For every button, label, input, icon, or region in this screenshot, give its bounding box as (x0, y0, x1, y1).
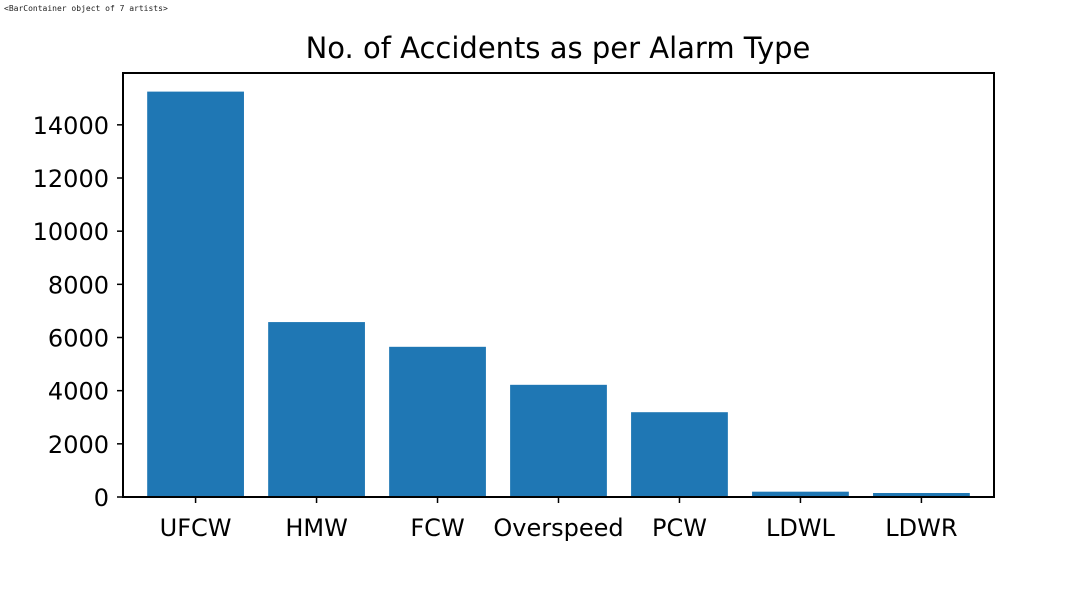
bar-ldwr (873, 493, 970, 497)
x-tick-label: UFCW (160, 514, 232, 542)
x-tick-label: PCW (652, 514, 707, 542)
plot-frame (122, 72, 995, 498)
bar-ldwl (752, 491, 849, 497)
y-tick-label: 10000 (33, 218, 109, 246)
bars-group (147, 91, 970, 498)
x-tick-label: HMW (285, 514, 347, 542)
x-tick-label: LDWR (885, 514, 957, 542)
bar-pcw (631, 412, 728, 497)
y-tick-label: 0 (94, 484, 109, 512)
x-axis-ticks: UFCW HMW FCW Overspeed PCW LDWL LDWR (160, 497, 958, 542)
y-tick-label: 6000 (48, 325, 109, 353)
x-tick-label: Overspeed (493, 514, 623, 542)
x-tick-label: LDWL (766, 514, 836, 542)
x-tick-label: FCW (410, 514, 464, 542)
bar-fcw (389, 346, 486, 497)
bar-ufcw (147, 91, 244, 498)
y-tick-label: 12000 (33, 165, 109, 193)
y-tick-label: 14000 (33, 112, 109, 140)
console-output: <BarContainer object of 7 artists> (4, 4, 168, 13)
bar-hmw (268, 322, 365, 497)
bar-overspeed (510, 384, 607, 497)
chart-title: No. of Accidents as per Alarm Type (306, 31, 811, 65)
y-tick-label: 2000 (48, 431, 109, 459)
y-axis-ticks: 0 2000 4000 6000 8000 10000 12000 14000 (33, 112, 123, 512)
y-tick-label: 8000 (48, 271, 109, 299)
y-tick-label: 4000 (48, 378, 109, 406)
